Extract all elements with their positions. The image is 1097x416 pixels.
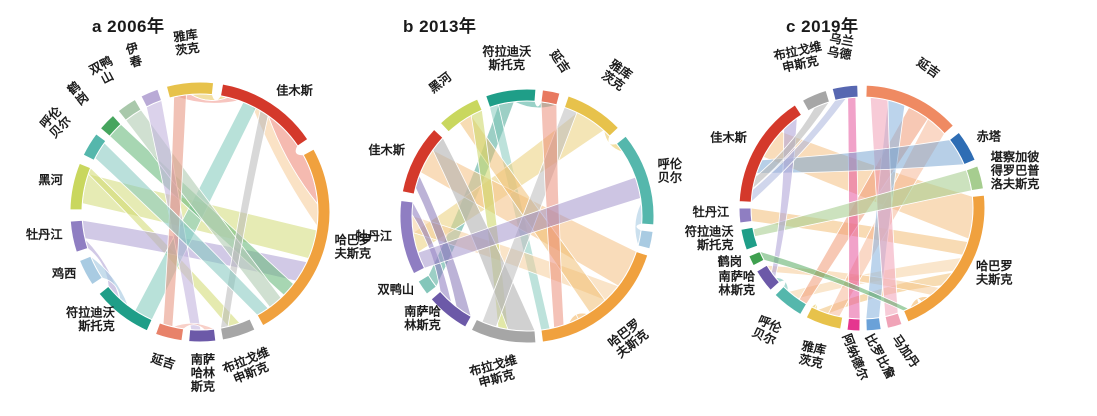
- city-label: 佳木斯: [276, 83, 313, 98]
- city-arc-segment: [738, 207, 753, 224]
- city-label: 哈巴罗夫斯克: [605, 316, 651, 361]
- city-arc-segment: [774, 285, 808, 316]
- city-label: 乌兰乌德: [826, 30, 856, 62]
- city-label: 雅库茨克: [171, 26, 200, 58]
- city-arc-segment: [69, 219, 89, 253]
- city-arc-segment: [78, 255, 103, 286]
- city-arc-segment: [948, 131, 976, 166]
- city-label: 伊春: [123, 39, 144, 70]
- city-arc-segment: [219, 83, 309, 147]
- city-arc-segment: [154, 322, 185, 342]
- city-arc-segment: [485, 88, 537, 108]
- city-label: 呼伦贝尔: [750, 312, 785, 348]
- city-arc-segment: [755, 264, 781, 292]
- city-arc-segment: [219, 318, 256, 341]
- panel-title: b 2013年: [403, 16, 476, 36]
- city-arc-segment: [439, 98, 483, 133]
- city-label: 赤塔: [977, 129, 1002, 144]
- city-label: 牡丹江: [356, 228, 393, 243]
- panel-title: c 2019年: [786, 16, 859, 36]
- city-arc-segment: [615, 135, 655, 226]
- city-label: 黑河: [426, 69, 454, 96]
- city-label: 呼伦贝尔: [658, 156, 683, 185]
- city-arc-segment: [846, 317, 861, 332]
- city-label: 鹤岗: [718, 253, 742, 268]
- city-arc-segment: [748, 250, 765, 267]
- city-label: 呼伦贝尔: [37, 103, 75, 141]
- city-arc-segment: [540, 89, 561, 106]
- city-label: 佳木斯: [710, 130, 747, 145]
- city-label: 符拉迪沃斯托克: [685, 224, 735, 253]
- city-arc-segment: [401, 128, 444, 195]
- city-label: 哈巴罗夫斯克: [976, 258, 1013, 287]
- city-arc-segment: [965, 165, 985, 192]
- city-label: 双鸭山: [378, 282, 415, 297]
- city-label: 布拉戈维申斯克: [468, 352, 522, 392]
- city-label: 南萨哈林斯克: [404, 304, 441, 333]
- city-arc-segment: [805, 306, 844, 330]
- city-arc-segment: [140, 88, 163, 108]
- city-label: 符拉迪沃斯托克: [482, 44, 532, 73]
- city-arc-segment: [902, 194, 986, 323]
- city-arc-segment: [117, 98, 142, 122]
- city-label: 布拉戈维申斯克: [772, 38, 826, 76]
- city-label: 牡丹江: [693, 204, 730, 219]
- city-arc-segment: [417, 274, 438, 295]
- city-label: 符拉迪沃斯托克: [66, 304, 116, 333]
- city-arc-segment: [98, 285, 153, 332]
- city-arc-segment: [256, 148, 331, 327]
- city-arc-segment: [470, 318, 537, 344]
- city-label: 堪察加彼得罗巴普洛夫斯克: [990, 149, 1041, 191]
- city-arc-segment: [430, 290, 472, 328]
- city-label: 鹤岗: [64, 78, 91, 108]
- city-label: 哈巴罗夫斯克: [335, 232, 372, 260]
- city-arc-segment: [99, 114, 122, 137]
- city-label: 佳木斯: [368, 142, 405, 157]
- city-arc-segment: [563, 95, 620, 137]
- city-arc-segment: [865, 317, 882, 332]
- city-arc-segment: [740, 226, 759, 251]
- city-arc-segment: [540, 250, 649, 343]
- city-arc-segment: [884, 312, 903, 329]
- city-arc-segment: [637, 229, 654, 250]
- city-label: 鸡西: [51, 266, 76, 281]
- city-label: 延吉: [913, 54, 942, 81]
- city-label: 南萨哈林斯克: [191, 352, 216, 394]
- city-label: 黑河: [38, 172, 62, 187]
- city-arc-segment: [399, 199, 426, 275]
- city-arc-segment: [738, 104, 803, 203]
- city-arc-segment: [82, 133, 107, 161]
- city-label: 延吉: [148, 350, 177, 372]
- panel-title: a 2006年: [92, 16, 165, 36]
- city-label: 双鸭山: [86, 53, 121, 90]
- city-label: 雅库茨克: [797, 338, 828, 371]
- city-arc-segment: [165, 81, 215, 99]
- city-label: 延吉: [547, 46, 574, 75]
- city-label: 南萨哈林斯克: [719, 268, 756, 297]
- city-label: 布拉戈维申斯克: [220, 344, 276, 389]
- city-label: 马加丹: [889, 332, 922, 371]
- city-arc-segment: [801, 89, 831, 112]
- city-label: 雅库茨克: [598, 56, 635, 94]
- city-label: 牡丹江: [26, 227, 63, 242]
- city-arc-segment: [69, 162, 92, 211]
- city-arc-segment: [865, 84, 955, 135]
- city-arc-segment: [188, 328, 217, 343]
- city-arc-segment: [831, 84, 859, 101]
